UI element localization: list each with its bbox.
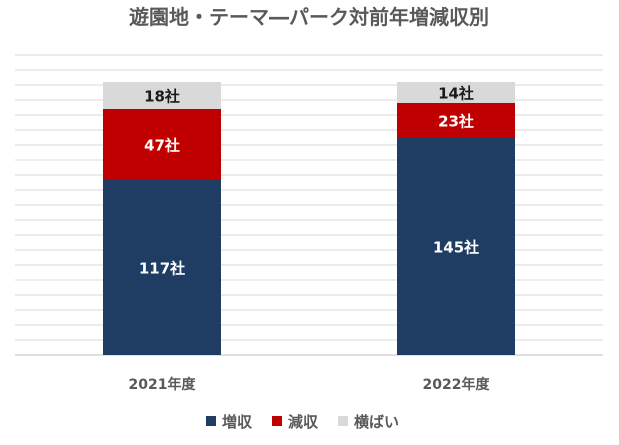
legend-swatch bbox=[206, 416, 216, 426]
bar-segment bbox=[103, 109, 221, 180]
bar-segment bbox=[103, 179, 221, 355]
legend-label: 増収 bbox=[222, 413, 253, 431]
data-label: 18社 bbox=[144, 88, 180, 106]
data-label: 117社 bbox=[139, 259, 185, 277]
data-label: 14社 bbox=[438, 85, 474, 103]
bar-segment bbox=[397, 103, 515, 138]
data-label: 47社 bbox=[144, 136, 180, 154]
bars bbox=[103, 82, 515, 355]
legend-label: 減収 bbox=[288, 413, 319, 431]
x-tick-label: 2021年度 bbox=[129, 376, 197, 393]
legend-swatch bbox=[272, 416, 282, 426]
legend: 増収 減収 横ばい bbox=[206, 413, 399, 431]
data-label: 145社 bbox=[433, 238, 479, 256]
bar-segment bbox=[103, 82, 221, 109]
data-label: 23社 bbox=[438, 112, 474, 130]
data-labels: 117社 47社 18社 145社 23社 14社 bbox=[139, 85, 479, 278]
x-axis-ticks: 2021年度 2022年度 bbox=[129, 376, 491, 393]
bar-segment bbox=[397, 82, 515, 103]
bar-segment bbox=[397, 137, 515, 355]
chart-title: 遊園地・テーマ―パーク対前年増減収別 bbox=[129, 5, 489, 29]
legend-label: 横ばい bbox=[354, 413, 399, 431]
legend-swatch bbox=[338, 416, 348, 426]
x-tick-label: 2022年度 bbox=[423, 376, 491, 393]
